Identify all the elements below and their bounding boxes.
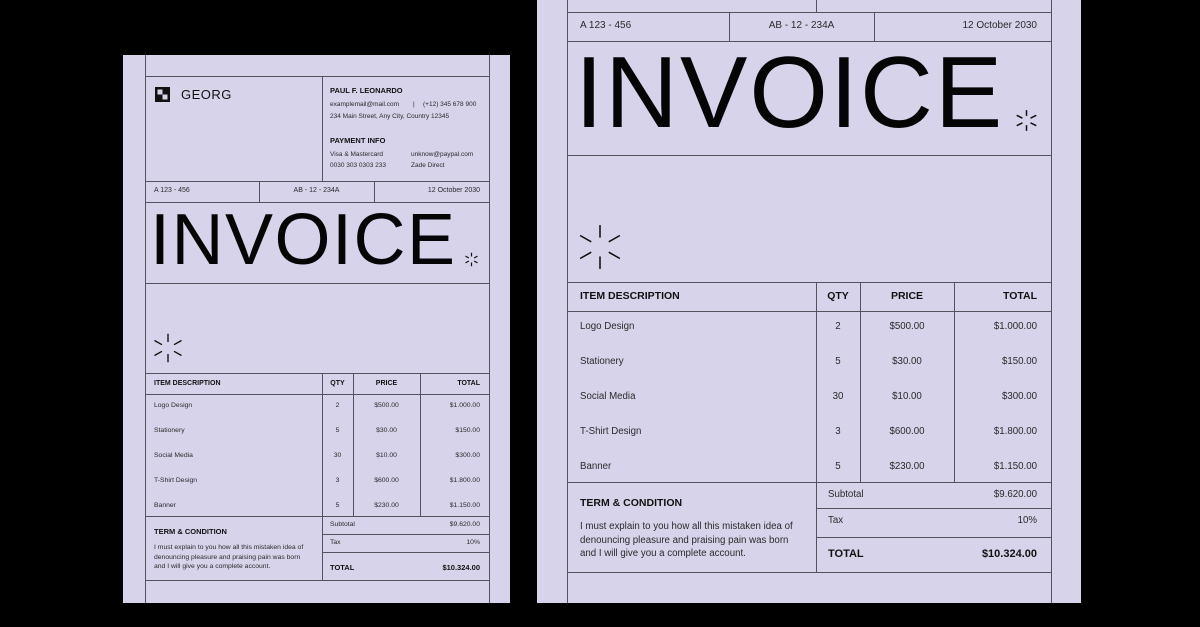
cell-qty: 2 [335, 401, 340, 409]
cell-item: Stationery [580, 356, 624, 368]
payment-method: Visa & Mastercard [330, 151, 383, 158]
payee-name: Zade Direct [411, 162, 445, 169]
cell-item: Stationery [154, 426, 185, 434]
total-label: TOTAL [330, 563, 355, 572]
cell-item: Logo Design [154, 401, 193, 409]
terms-line: denouncing pleasure and praising pain wa… [580, 535, 789, 546]
reference-1: A 123 - 456 [580, 20, 632, 31]
cell-qty: 3 [835, 426, 841, 438]
cell-total: $1.800.00 [993, 426, 1037, 438]
cell-total: $1.800.00 [449, 476, 480, 484]
reference-2: AB - 12 - 234A [768, 20, 835, 31]
column-header-item: ITEM DESCRIPTION [154, 380, 221, 387]
cell-total: $300.00 [1001, 391, 1037, 403]
sparkle-icon [1016, 110, 1037, 131]
invoice-title: INVOICE [150, 200, 457, 280]
tax-value: 10% [466, 539, 480, 546]
reference-2: AB - 12 - 234A [293, 187, 340, 194]
subtotal-value: $9.620.00 [993, 489, 1037, 500]
client-name: PAUL F. LEONARDO [330, 86, 403, 95]
cell-qty: 5 [835, 461, 841, 473]
cell-price: $10.00 [892, 391, 922, 403]
cell-price: $230.00 [374, 501, 399, 509]
cell-qty: 5 [835, 356, 841, 368]
invoice-date: 12 October 2030 [427, 187, 480, 194]
payment-info-title: PAYMENT INFO [330, 136, 386, 145]
cell-qty: 30 [333, 451, 342, 459]
terms-title: TERM & CONDITION [154, 527, 227, 536]
logo-mark-icon [155, 87, 170, 102]
cell-item: T-Shirt Design [580, 426, 642, 438]
cell-total: $1.000.00 [449, 401, 480, 409]
cell-item: Social Media [154, 451, 193, 459]
cell-item: Logo Design [580, 321, 635, 333]
invoice-title: INVOICE [575, 37, 1005, 149]
cell-price: $30.00 [376, 426, 397, 434]
terms-line: and I will give you a complete account. [154, 563, 271, 570]
reference-1: A 123 - 456 [154, 187, 190, 194]
cell-item: T-Shirt Design [154, 476, 198, 484]
cell-price: $600.00 [374, 476, 399, 484]
subtotal-value: $9.620.00 [449, 521, 480, 528]
separator: | [413, 101, 415, 108]
subtotal-label: Subtotal [828, 489, 864, 500]
column-header-item: ITEM DESCRIPTION [580, 290, 680, 302]
account-number: 0030 303 0303 233 [330, 162, 387, 169]
cell-price: $500.00 [889, 321, 925, 333]
sparkle-icon [154, 333, 182, 363]
cell-item: Social Media [580, 391, 636, 403]
column-header-qty: QTY [330, 380, 345, 387]
cell-qty: 2 [835, 321, 841, 333]
client-phone: (+12) 345 678 900 [423, 101, 477, 108]
terms-line: I must explain to you how all this mista… [154, 544, 304, 551]
total-value: $10.324.00 [442, 563, 480, 572]
client-email: examplemail@mail.com [330, 101, 400, 108]
tax-label: Tax [330, 539, 341, 546]
terms-line: I must explain to you how all this mista… [580, 521, 793, 532]
cell-price: $230.00 [889, 461, 925, 473]
cell-price: $30.00 [892, 356, 922, 368]
cell-total: $1.000.00 [993, 321, 1037, 333]
cell-qty: 5 [335, 501, 340, 509]
cell-total: $1.150.00 [993, 461, 1037, 473]
tax-value: 10% [1017, 515, 1037, 526]
cell-price: $500.00 [374, 401, 399, 409]
cell-item: Banner [580, 461, 612, 473]
column-header-price: PRICE [890, 290, 924, 302]
cell-total: $300.00 [455, 451, 480, 459]
paypal-email: unknow@paypal.com [411, 151, 474, 158]
terms-title: TERM & CONDITION [580, 497, 683, 509]
column-header-total: TOTAL [457, 380, 480, 387]
sparkle-icon [579, 225, 621, 269]
total-value: $10.324.00 [981, 548, 1037, 560]
column-header-qty: QTY [827, 290, 849, 302]
brand-name: GEORG [181, 87, 232, 102]
invoice-date: 12 October 2030 [962, 20, 1038, 31]
cell-total: $1.150.00 [449, 501, 480, 509]
cell-price: $600.00 [889, 426, 925, 438]
sparkle-icon [465, 252, 478, 267]
cell-qty: 3 [335, 476, 340, 484]
cell-total: $150.00 [455, 426, 480, 434]
subtotal-label: Subtotal [330, 521, 355, 528]
column-header-total: TOTAL [1002, 290, 1037, 302]
total-label: TOTAL [828, 548, 864, 560]
tax-label: Tax [828, 515, 844, 526]
cell-item: Banner [154, 501, 176, 509]
cell-qty: 30 [832, 391, 844, 403]
cell-price: $10.00 [376, 451, 397, 459]
cell-total: $150.00 [1001, 356, 1037, 368]
terms-line: denouncing pleasure and praising pain wa… [154, 554, 301, 561]
column-header-price: PRICE [375, 380, 398, 387]
cell-qty: 5 [335, 426, 340, 434]
client-address: 234 Main Street, Any City, Country 12345 [330, 113, 450, 120]
terms-line: and I will give you a complete account. [580, 548, 746, 559]
